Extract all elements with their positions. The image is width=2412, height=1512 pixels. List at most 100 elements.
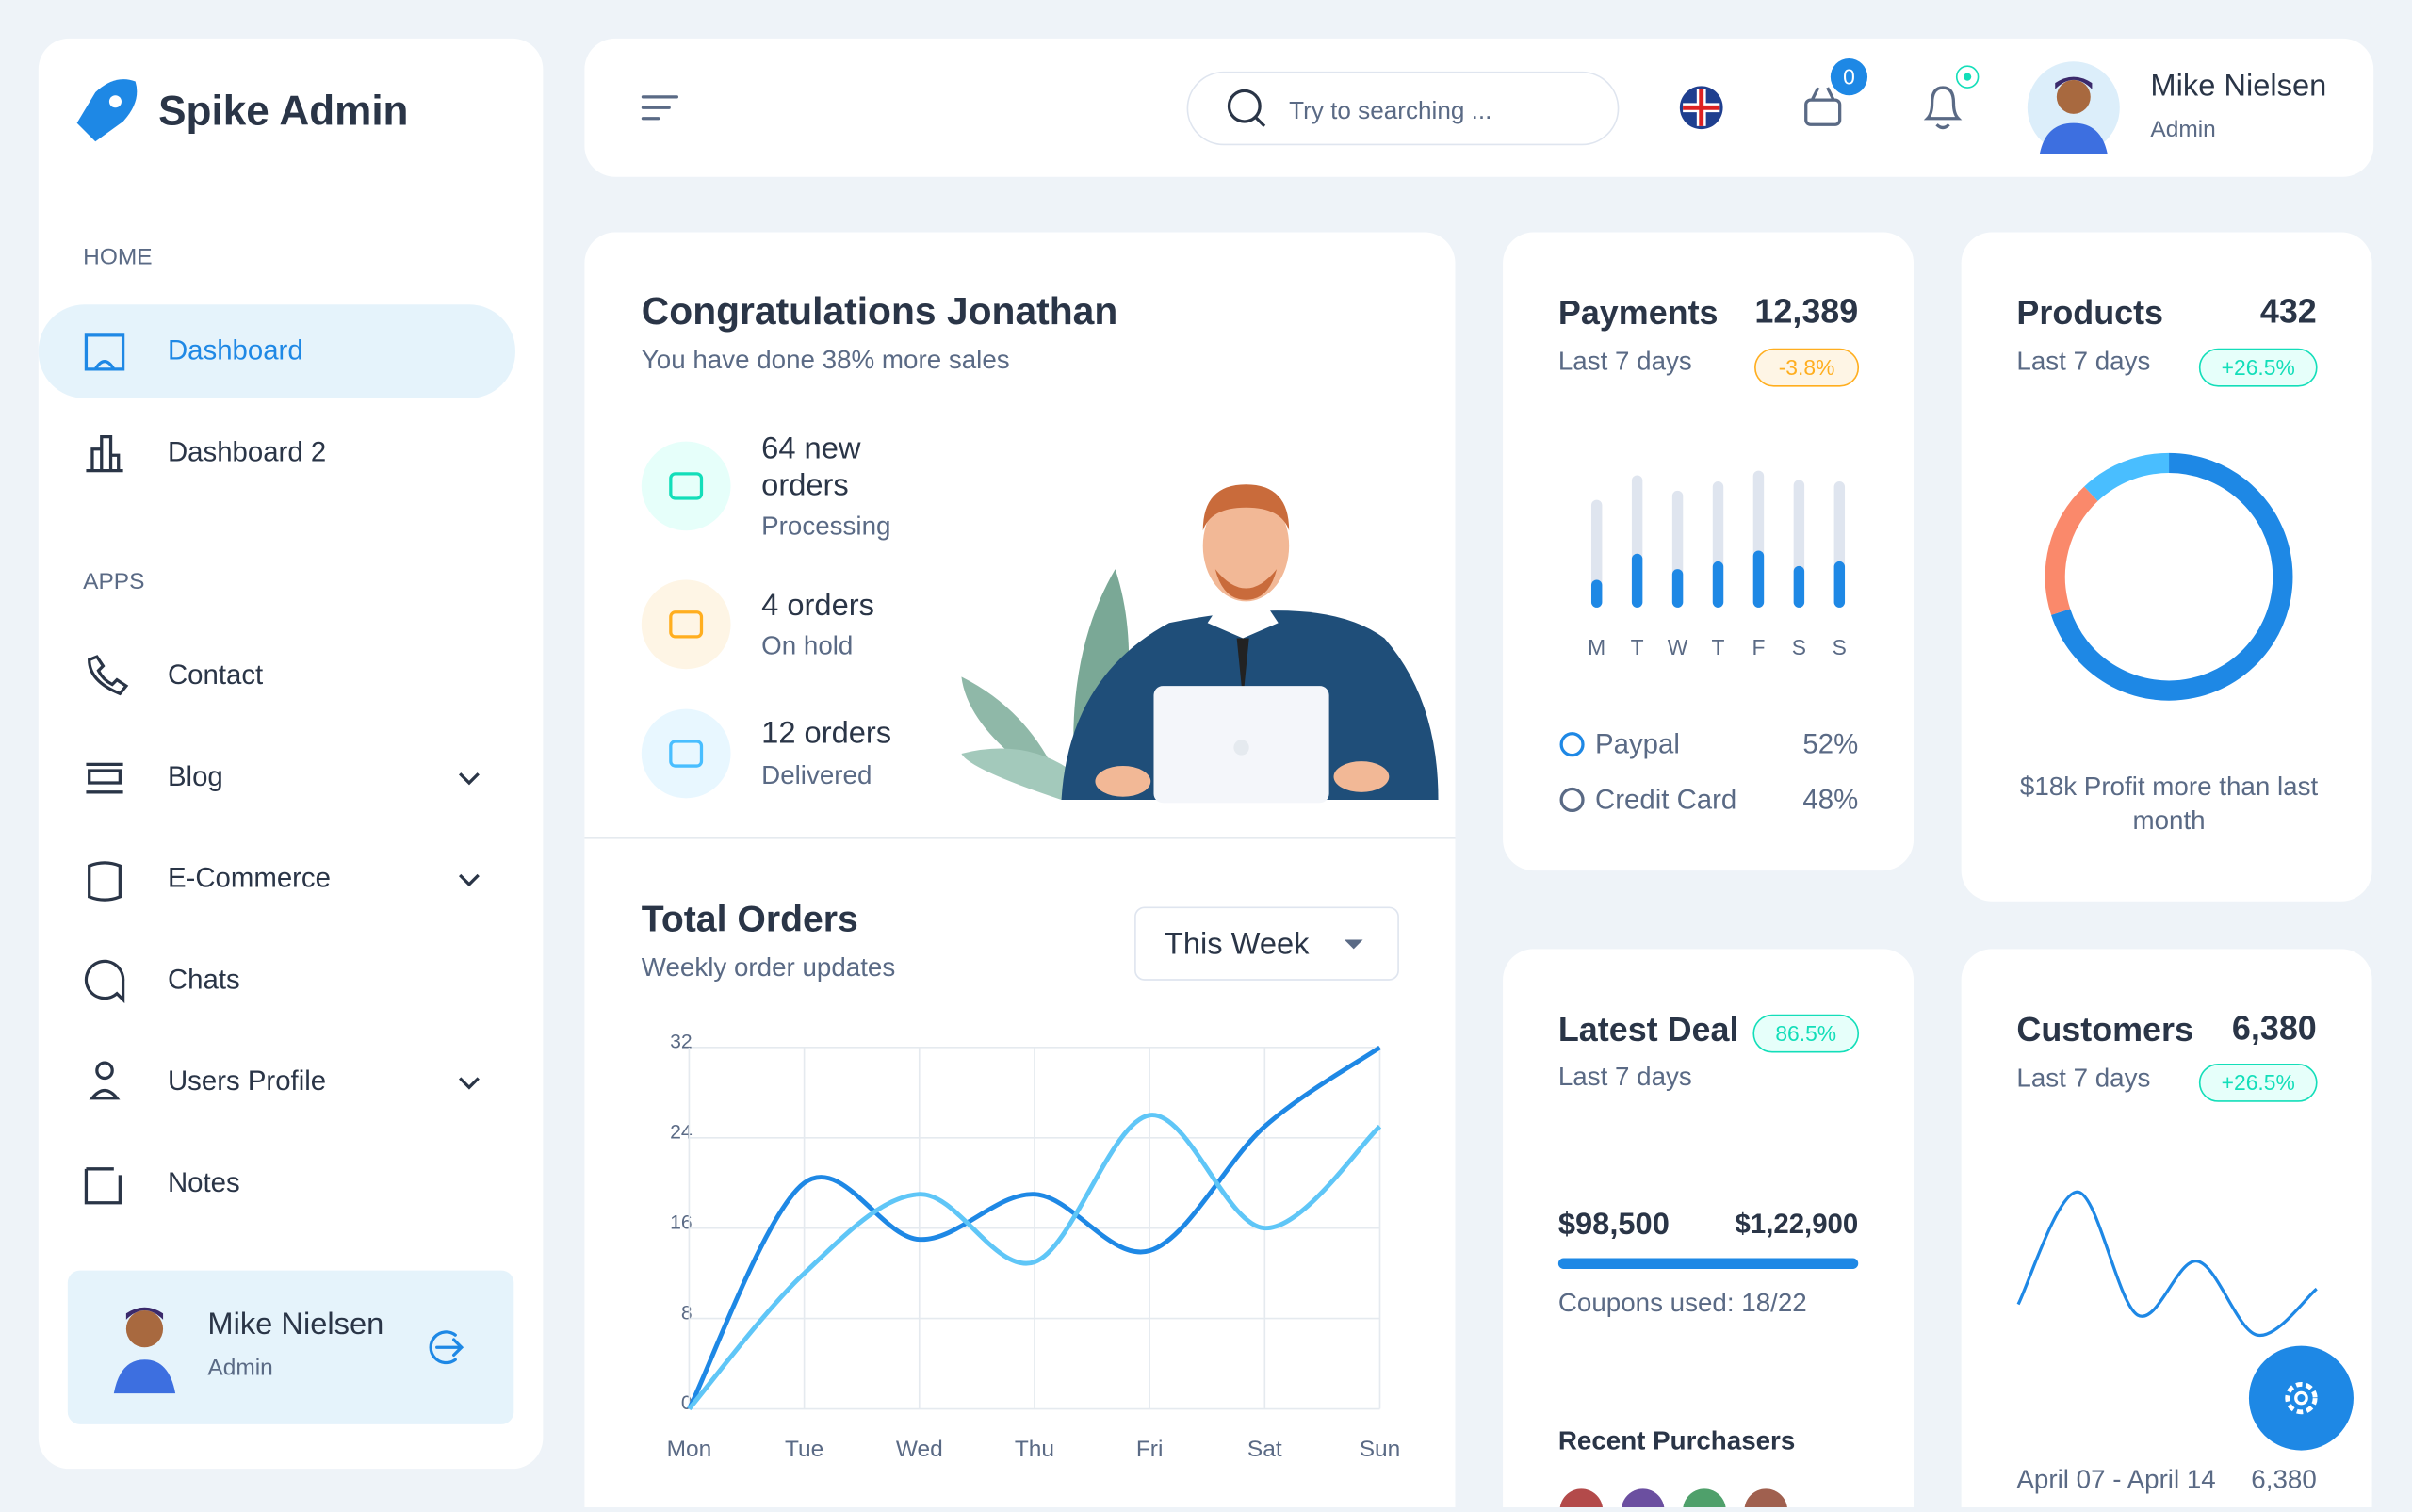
nav-icon [88, 655, 129, 696]
y-tick-label: 8 [681, 1302, 693, 1324]
purchaser-avatars [1559, 1488, 1788, 1512]
logout-icon[interactable] [429, 1330, 464, 1365]
nav-item[interactable]: Notes [168, 1167, 240, 1198]
card-period: Last 7 days [2016, 347, 2150, 376]
stat-subtitle: Processing [761, 511, 890, 540]
flag[interactable] [1679, 86, 1723, 130]
deal-target: $1,22,900 [1736, 1209, 1859, 1240]
purchasers-title: Recent Purchasers [1558, 1426, 1795, 1455]
customers-line [2016, 1190, 2318, 1337]
section-heading: HOME [83, 245, 152, 270]
customers-range: April 07 - April 14 [2016, 1465, 2215, 1494]
day-label: W [1668, 635, 1688, 659]
nav-chevron [459, 772, 480, 786]
card-title: Latest Deal [1558, 1010, 1739, 1049]
change-badge [1752, 1014, 1860, 1053]
y-tick-label: 24 [670, 1121, 693, 1143]
bell-dot-core [1964, 73, 1972, 81]
order-line [687, 1113, 1382, 1411]
day-label: T [1631, 635, 1644, 659]
change-badge [2198, 348, 2318, 387]
settings-button[interactable] [2248, 1345, 2354, 1451]
nav-chevron [459, 873, 480, 887]
search-placeholder: Try to searching ... [1289, 96, 1491, 124]
cart-count: 0 [1843, 64, 1855, 89]
stat-title: 64 new orders [761, 431, 861, 503]
bell-icon[interactable] [1923, 86, 1963, 130]
card-title: Products [2016, 293, 2163, 332]
stat-title-box: 12 orders [761, 717, 891, 751]
nav-icon [84, 959, 125, 1004]
sidebar-user-name: Mike Nielsen [207, 1306, 383, 1341]
orders-title: Total Orders [642, 899, 858, 939]
nav-item[interactable]: Contact [168, 659, 263, 691]
legend-name: Paypal [1595, 729, 1680, 760]
products-caption: $18k Profit more than last month [2019, 772, 2319, 836]
deal-amount: $98,500 [1558, 1206, 1670, 1241]
stat-subtitle: Delivered [761, 760, 872, 789]
bar [1671, 569, 1684, 608]
nav-item[interactable]: Users Profile [168, 1065, 326, 1097]
nav-item[interactable]: Blog [168, 761, 223, 792]
nav-chevron [459, 1077, 480, 1090]
stat-title-box: 4 orders [761, 589, 874, 624]
orders-subtitle: Weekly order updates [642, 952, 895, 982]
nav-item[interactable]: Chats [168, 964, 240, 995]
change-label: -3.8% [1779, 355, 1835, 380]
x-tick-label: Thu [1015, 1437, 1054, 1462]
customers-range-value: 6,380 [2251, 1465, 2316, 1494]
day-label: T [1712, 635, 1725, 659]
dropdown-caret [1344, 939, 1363, 950]
bar [1712, 561, 1724, 608]
x-tick-label: Sun [1360, 1437, 1401, 1462]
day-label: M [1588, 635, 1605, 659]
card-period: Last 7 days [2016, 1063, 2150, 1092]
menu-icon[interactable] [641, 95, 678, 121]
stat-subtitle: On hold [761, 631, 853, 660]
bar [1793, 565, 1805, 608]
cart-icon[interactable] [1804, 87, 1842, 126]
logo [76, 79, 138, 142]
order-line [687, 1045, 1381, 1410]
day-label: F [1752, 635, 1765, 659]
period-dropdown[interactable] [1134, 906, 1399, 981]
brand: Spike Admin [158, 88, 408, 134]
logo-window [108, 95, 122, 108]
card-value: 12,389 [1754, 292, 1858, 331]
x-tick-label: Mon [667, 1437, 712, 1462]
legend-value: 52% [1802, 729, 1858, 760]
x-tick-label: Tue [785, 1437, 823, 1462]
nav-item[interactable]: E-Commerce [168, 863, 331, 894]
nav-item[interactable]: Dashboard [168, 335, 303, 366]
change-badge [2198, 1063, 2318, 1102]
nav-active-bg [38, 304, 515, 398]
day-label: S [1833, 635, 1847, 659]
header-user-name: Mike Nielsen [2150, 68, 2326, 103]
payments-card [1503, 232, 1915, 871]
legend-value: 48% [1802, 784, 1858, 815]
y-tick-label: 32 [670, 1032, 693, 1053]
x-tick-label: Wed [896, 1437, 943, 1462]
nav-item[interactable]: Dashboard 2 [168, 436, 326, 467]
deal-card [1503, 949, 1915, 1512]
stat-icon-bg [641, 441, 731, 531]
card-title: Payments [1558, 293, 1719, 332]
nav-icon [86, 762, 123, 794]
change-badge [1754, 348, 1860, 387]
donut-segment [2084, 452, 2170, 502]
card-period: Last 7 days [1558, 1062, 1692, 1091]
change-label: +26.5% [2222, 1070, 2295, 1095]
card-period: Last 7 days [1558, 347, 1692, 376]
header-avatar[interactable] [2027, 61, 2120, 154]
sidebar-user-role: Admin [207, 1356, 272, 1381]
products-caption-box: $18k Profit more than last month [2019, 772, 2319, 836]
nav-icon [86, 435, 123, 473]
y-tick-label: 0 [681, 1392, 693, 1414]
legend-marker [1559, 787, 1585, 813]
stat-title: 4 orders [761, 589, 874, 624]
welcome-title: Congratulations Jonathan [642, 289, 1117, 333]
sidebar-avatar [113, 1307, 176, 1394]
deal-progress [1557, 1258, 1859, 1269]
search-box[interactable] [1186, 71, 1620, 146]
bar [1752, 550, 1765, 608]
